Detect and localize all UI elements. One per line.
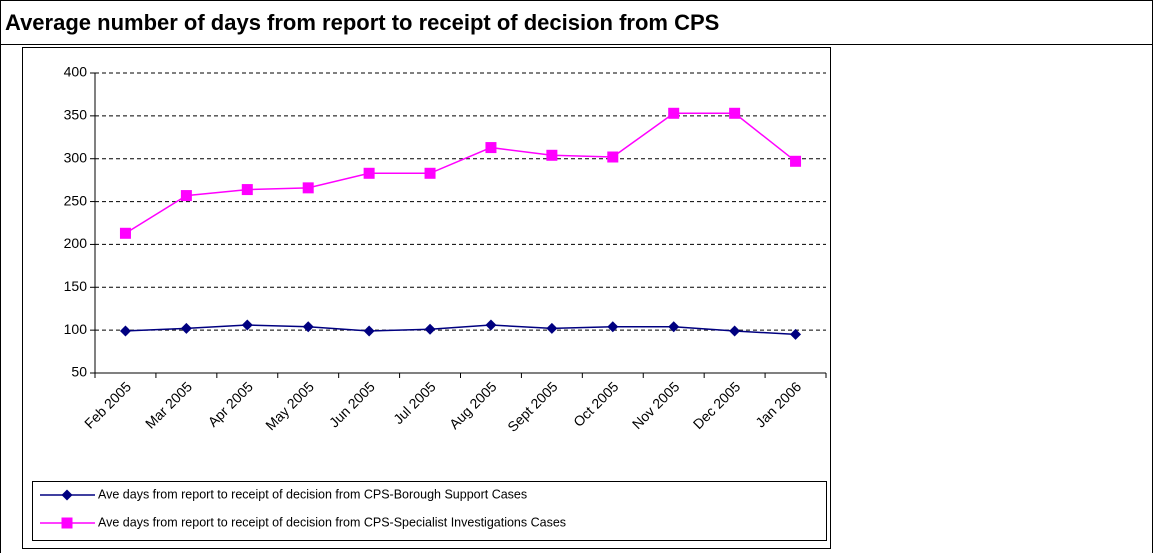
legend-frame <box>32 481 827 541</box>
series-line <box>125 324 796 336</box>
data-point <box>180 190 192 202</box>
data-point <box>241 319 253 331</box>
data-point <box>424 323 436 335</box>
series-line <box>125 112 797 234</box>
data-point <box>180 322 192 334</box>
data-point <box>729 325 741 337</box>
y-tick-label: 50 <box>71 364 87 380</box>
data-point <box>546 322 558 334</box>
data-point <box>363 325 375 337</box>
legend-label: Ave days from report to receipt of decis… <box>98 487 527 501</box>
data-point <box>424 167 436 179</box>
data-point <box>607 151 619 163</box>
data-point <box>241 184 253 196</box>
data-point <box>302 182 314 194</box>
data-point <box>790 155 802 167</box>
data-point <box>790 328 802 340</box>
data-point <box>119 325 131 337</box>
data-point <box>607 321 619 333</box>
y-tick-label: 150 <box>64 278 88 294</box>
chart-frame <box>22 47 831 549</box>
data-point <box>485 319 497 331</box>
y-tick-label: 350 <box>64 107 88 123</box>
chart-title: Average number of days from report to re… <box>5 10 719 35</box>
y-tick-label: 250 <box>64 192 88 208</box>
y-tick-label: 300 <box>64 149 88 165</box>
y-tick-label: 100 <box>64 321 88 337</box>
data-point <box>302 321 314 333</box>
data-point <box>668 321 680 333</box>
data-point <box>485 142 497 154</box>
data-point <box>668 107 680 119</box>
legend-label: Ave days from report to receipt of decis… <box>98 515 566 529</box>
data-point <box>546 149 558 161</box>
y-tick-label: 400 <box>64 64 88 80</box>
legend-marker <box>61 517 73 529</box>
legend-marker <box>61 489 73 501</box>
data-point <box>119 227 131 239</box>
y-tick-label: 200 <box>64 235 88 251</box>
data-point <box>729 107 741 119</box>
data-point <box>363 167 375 179</box>
